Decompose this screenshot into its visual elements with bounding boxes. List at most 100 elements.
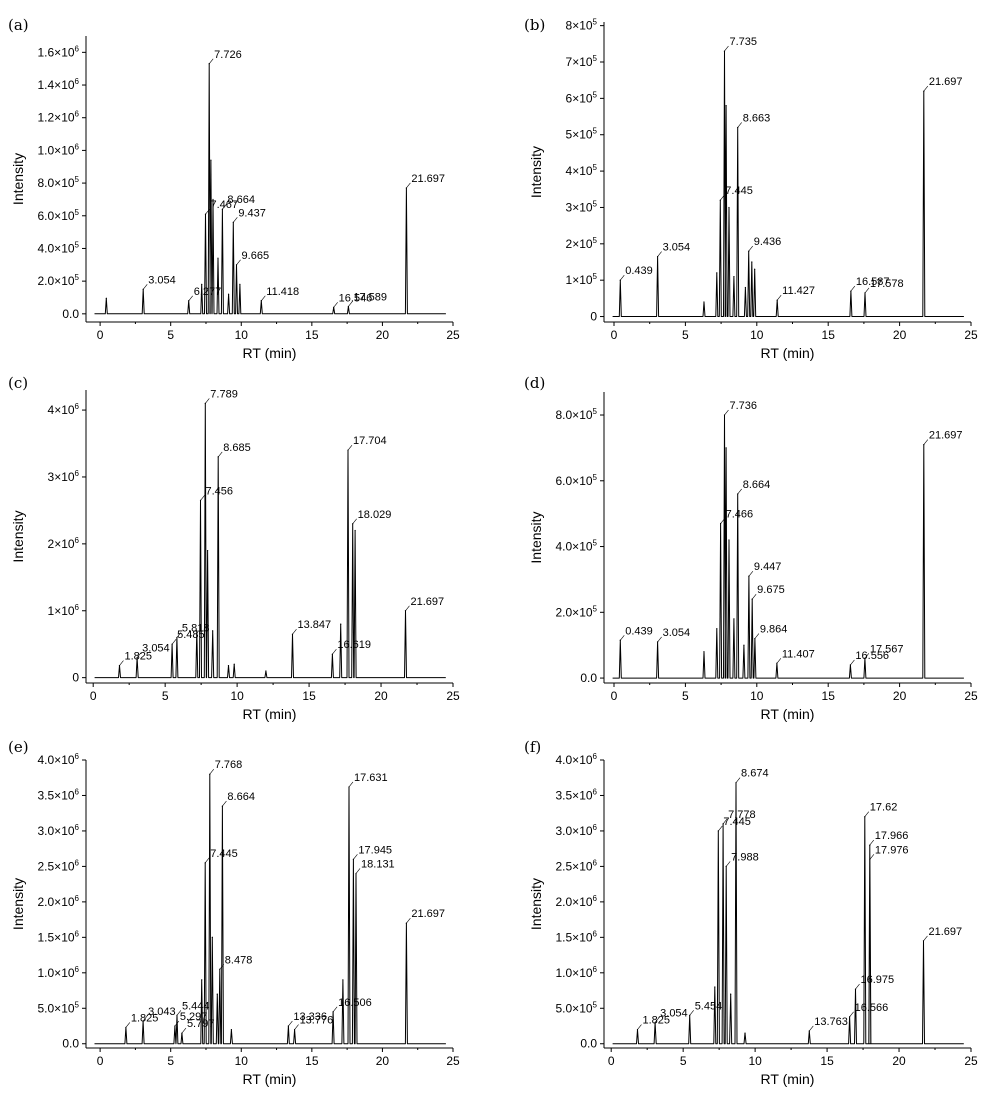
x-tick-label: 15 <box>820 1054 834 1068</box>
x-axis-title: RT (min) <box>761 345 815 361</box>
peak-leader <box>864 653 870 659</box>
x-tick-label: 10 <box>750 689 764 703</box>
peak-leader <box>869 839 874 846</box>
y-tick-label: 1.0×106 <box>38 142 80 157</box>
peak-apex <box>233 663 235 665</box>
x-tick-label: 20 <box>374 689 388 703</box>
y-axis-title: Intensity <box>528 146 544 198</box>
peak-leader <box>722 818 728 825</box>
peak-label: 13.336 <box>293 1011 327 1023</box>
x-tick-label: 25 <box>446 328 460 342</box>
peak-label: 21.697 <box>929 430 963 442</box>
peak-leader <box>724 409 729 416</box>
peak-label: 21.697 <box>411 908 445 920</box>
y-tick-label: 3×106 <box>48 469 80 484</box>
peak-apex <box>207 549 209 552</box>
y-tick-label: 6.0×105 <box>38 208 80 223</box>
y-tick-label: 5.0×105 <box>38 1000 80 1015</box>
peak-leader <box>620 274 625 281</box>
peak-leader <box>725 861 731 867</box>
peak-leader <box>119 660 124 666</box>
peak-leader <box>855 983 860 990</box>
y-axis-title: Intensity <box>10 153 26 205</box>
peak-label: 5.297 <box>180 1011 208 1023</box>
peak-label: 7.445 <box>725 185 753 197</box>
peak-label: 16.506 <box>338 997 372 1009</box>
peak-label: 3.054 <box>148 274 176 286</box>
chromatogram-trace <box>612 50 964 317</box>
peak-label: 9.665 <box>242 250 270 262</box>
x-tick-label: 0 <box>611 328 618 342</box>
y-tick-label: 0.0 <box>580 671 597 685</box>
peak-label: 3.054 <box>660 1007 688 1019</box>
peak-apex <box>725 105 727 107</box>
peak-leader <box>923 85 929 92</box>
x-tick-label: 20 <box>892 1054 906 1068</box>
x-tick-label: 20 <box>893 689 907 703</box>
y-tick-label: 2.5×106 <box>38 858 80 873</box>
x-tick-label: 15 <box>302 689 316 703</box>
x-tick-label: 20 <box>376 1054 390 1068</box>
peak-label: 11.427 <box>782 285 815 297</box>
y-tick-label: 6.0×105 <box>556 473 598 488</box>
peak-label: 11.407 <box>782 648 815 660</box>
peak-leader <box>849 1011 854 1017</box>
peak-leader <box>657 251 662 257</box>
peak-leader <box>219 964 225 970</box>
peak-label: 1.825 <box>131 1012 159 1024</box>
peak-apex <box>340 623 342 625</box>
peak-apex <box>216 993 218 995</box>
peak-leader <box>294 1024 299 1030</box>
chromatogram-trace <box>612 782 964 1045</box>
peak-label: 3.054 <box>663 627 691 639</box>
peak-label: 16.556 <box>855 650 889 662</box>
peak-label: 17.631 <box>354 772 388 784</box>
y-tick-label: 4.0×105 <box>556 539 598 554</box>
chromatogram-trace <box>94 773 446 1045</box>
peak-label: 16.587 <box>856 276 890 288</box>
peak-leader <box>204 857 210 864</box>
peak-leader <box>720 194 725 201</box>
peak-leader <box>347 445 353 451</box>
x-tick-label: 0 <box>97 328 104 342</box>
peak-leader <box>332 649 337 655</box>
x-tick-label: 25 <box>446 1054 460 1068</box>
peak-leader <box>809 1025 814 1032</box>
peak-label: 16.975 <box>861 974 895 986</box>
chromatogram-trace <box>94 63 446 315</box>
y-axis-title: Intensity <box>528 511 544 563</box>
peak-apex <box>714 986 716 988</box>
peak-label: 17.976 <box>875 844 909 856</box>
peak-label: 7.736 <box>729 400 757 412</box>
panel-f: (f) 0 5 10 15 20 25 0.0 5.0×105 1.0×106 1.5×106 2.0… <box>524 738 978 1087</box>
peak-leader <box>288 1020 293 1027</box>
peak-leader <box>689 1010 694 1016</box>
peak-apex <box>744 286 746 289</box>
peak-label: 16.546 <box>339 292 373 304</box>
x-tick-label: 25 <box>446 689 460 703</box>
x-axis-title: RT (min) <box>243 345 297 361</box>
y-tick-label: 2×105 <box>566 236 598 251</box>
x-tick-label: 20 <box>376 328 390 342</box>
peak-leader <box>864 811 870 817</box>
peak-label: 13.776 <box>300 1015 334 1027</box>
peak-leader <box>718 825 723 832</box>
peak-label: 5.797 <box>187 1018 215 1030</box>
peak-label: 3.054 <box>142 643 170 655</box>
panel-c: (c) 0 5 10 15 20 25 0 1×106 2×106 3×106 4×106 RT (mi… <box>8 374 460 722</box>
peak-apex <box>210 159 212 161</box>
peak-leader <box>724 45 729 52</box>
x-axis-title: RT (min) <box>761 706 815 722</box>
peak-apex <box>212 630 214 632</box>
x-tick-label: 5 <box>680 1054 687 1068</box>
peak-label: 17.578 <box>870 278 904 290</box>
peak-apex <box>716 628 718 630</box>
peak-apex <box>212 198 214 201</box>
peak-leader <box>620 635 625 641</box>
peak-label: 7.456 <box>206 485 234 497</box>
x-tick-label: 0 <box>611 689 618 703</box>
peak-label: 21.697 <box>411 173 445 185</box>
y-tick-label: 3.0×106 <box>38 823 80 838</box>
y-tick-label: 1×106 <box>48 603 80 618</box>
peak-leader <box>222 204 227 210</box>
